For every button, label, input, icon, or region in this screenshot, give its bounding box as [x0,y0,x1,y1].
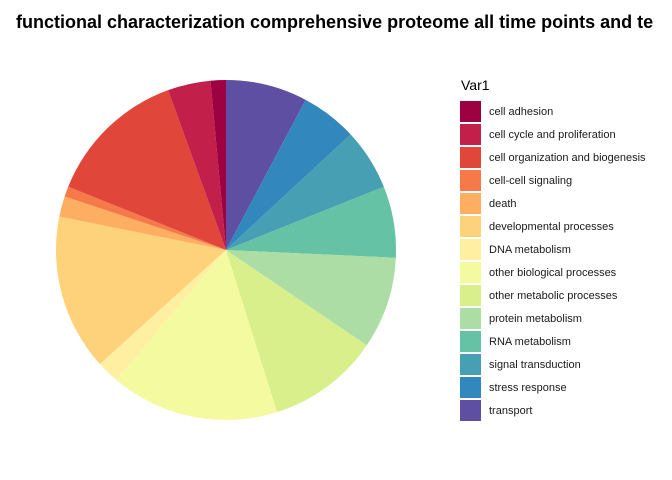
pie-slice-death [59,196,226,250]
legend-label: cell adhesion [489,105,554,118]
legend-label: stress response [489,381,567,394]
legend-label: cell cycle and proliferation [489,128,616,141]
pie-slice-other-metabolic-processes [226,250,367,413]
legend-label: signal transduction [489,358,581,371]
legend-item-cell-cell-signaling: cell-cell signaling [460,169,646,192]
legend-item-death: death [460,192,646,215]
legend-label: transport [489,404,533,417]
pie-slice-rna-metabolism [226,186,396,258]
legend-swatch [460,400,481,421]
legend-label: protein metabolism [489,312,582,325]
legend-title: Var1 [461,77,490,93]
legend-label: death [489,197,517,210]
pie-slice-cell-cell-signaling [64,186,226,250]
legend-swatch [460,216,481,237]
pie-slice-cell-cycle-and-proliferation [168,80,226,251]
legend-item-cell-cycle-and-proliferation: cell cycle and proliferation [460,123,646,146]
legend-swatch [460,101,481,122]
legend-item-other-biological-processes: other biological processes [460,261,646,284]
legend-swatch [460,170,481,191]
pie-slice-cell-organization-and-biogenesis [68,90,227,250]
legend-items: cell adhesion cell cycle and proliferatio… [460,100,646,422]
legend-item-signal-transduction: signal transduction [460,353,646,376]
pie-slice-other-biological-processes [116,250,278,420]
legend-item-dna-metabolism: DNA metabolism [460,238,646,261]
legend-item-cell-adhesion: cell adhesion [460,100,646,123]
legend-swatch [460,377,481,398]
legend-label: other biological processes [489,266,617,279]
legend-item-cell-organization-and-biogenesis: cell organization and biogenesis [460,146,646,169]
legend-label: cell organization and biogenesis [489,151,646,164]
pie-slice-protein-metabolism [226,250,396,346]
legend-swatch [460,262,481,283]
legend-swatch [460,193,481,214]
legend-swatch [460,308,481,329]
legend-label: other metabolic processes [489,289,618,302]
legend-swatch [460,331,481,352]
legend-label: RNA metabolism [489,335,571,348]
legend-swatch [460,239,481,260]
legend-swatch [460,354,481,375]
pie-slice-developmental-processes [56,216,226,365]
pie-slice-signal-transduction [226,134,384,250]
pie-slice-stress-response [226,99,351,250]
legend-item-rna-metabolism: RNA metabolism [460,330,646,353]
legend-item-stress-response: stress response [460,376,646,399]
pie-slice-transport [226,80,306,250]
legend: Var1 cell adhesion cell cycle and prolife… [460,78,646,422]
legend-swatch [460,124,481,145]
legend-swatch [460,147,481,168]
pie-slice-dna-metabolism [99,250,226,380]
legend-item-transport: transport [460,399,646,422]
pie-slices [56,80,396,420]
legend-item-protein-metabolism: protein metabolism [460,307,646,330]
legend-label: cell-cell signaling [489,174,573,187]
legend-label: developmental processes [489,220,614,233]
legend-item-other-metabolic-processes: other metabolic processes [460,284,646,307]
pie-slice-cell-adhesion [210,80,226,250]
chart-title: functional characterization comprehensiv… [16,12,654,32]
legend-item-developmental-processes: developmental processes [460,215,646,238]
legend-swatch [460,285,481,306]
legend-label: DNA metabolism [489,243,571,256]
